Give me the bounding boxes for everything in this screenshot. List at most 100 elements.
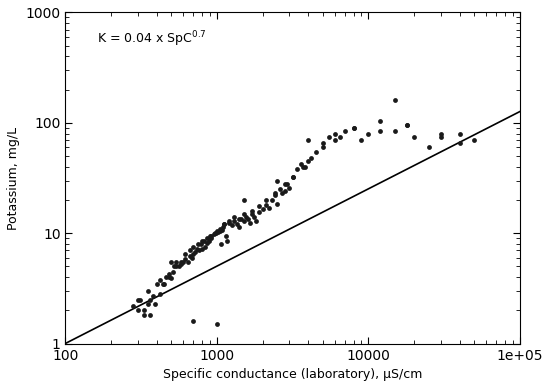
Point xyxy=(167,275,176,281)
Point xyxy=(255,209,263,215)
Point xyxy=(235,223,244,230)
Point xyxy=(248,208,256,214)
Text: K = 0.04 x SpC$^{0.7}$: K = 0.04 x SpC$^{0.7}$ xyxy=(97,29,206,48)
Point xyxy=(189,318,198,324)
Point xyxy=(280,188,289,194)
Point xyxy=(318,140,327,147)
Point xyxy=(273,177,282,184)
Point xyxy=(140,312,148,319)
Point xyxy=(265,205,273,211)
Point xyxy=(331,130,339,137)
Point xyxy=(222,238,231,244)
Point xyxy=(436,130,445,137)
Point xyxy=(267,197,276,203)
Point xyxy=(424,144,433,151)
Point xyxy=(270,192,279,199)
Point xyxy=(209,231,218,237)
Point xyxy=(289,174,298,180)
Point xyxy=(162,274,170,280)
Point xyxy=(276,186,284,192)
Point xyxy=(200,238,208,244)
Point xyxy=(194,241,202,247)
Point xyxy=(191,249,200,255)
Point xyxy=(144,288,152,294)
Point xyxy=(129,303,138,309)
Point xyxy=(470,137,478,143)
Point xyxy=(278,190,287,196)
Point xyxy=(293,166,302,172)
Point xyxy=(164,270,173,277)
Point xyxy=(261,202,270,208)
Point xyxy=(304,158,312,164)
Point xyxy=(219,223,228,230)
Point xyxy=(241,214,250,220)
Point xyxy=(172,263,181,270)
Point xyxy=(318,144,327,151)
Point xyxy=(204,238,213,244)
Point xyxy=(198,238,207,244)
Point xyxy=(156,277,164,283)
Point xyxy=(216,225,224,232)
Point xyxy=(239,197,248,203)
Point xyxy=(324,133,333,140)
Point xyxy=(455,130,464,137)
Point xyxy=(195,247,204,253)
Point xyxy=(174,263,183,270)
Point xyxy=(214,229,223,236)
Point xyxy=(164,274,173,280)
Point xyxy=(181,251,190,257)
Point xyxy=(220,222,229,228)
Point xyxy=(189,251,198,257)
Y-axis label: Potassium, mg/L: Potassium, mg/L xyxy=(7,126,20,230)
Point xyxy=(235,216,244,222)
Point xyxy=(192,246,201,252)
Point xyxy=(133,296,142,303)
Point xyxy=(331,137,339,143)
Point xyxy=(177,259,185,265)
Point xyxy=(183,259,192,265)
Point xyxy=(249,214,258,220)
Point xyxy=(340,128,349,134)
Point xyxy=(390,97,399,104)
Point xyxy=(283,181,292,187)
Point xyxy=(167,259,176,265)
Point xyxy=(376,118,385,124)
Point xyxy=(436,133,445,140)
Point xyxy=(181,256,190,262)
Point xyxy=(261,197,270,203)
Point xyxy=(179,259,188,265)
Point xyxy=(304,137,312,143)
Point xyxy=(349,125,358,131)
Point xyxy=(212,321,221,327)
X-axis label: Specific conductance (laboratory), μS/cm: Specific conductance (laboratory), μS/cm xyxy=(163,368,422,381)
Point xyxy=(172,259,181,265)
Point xyxy=(196,241,205,247)
Point xyxy=(273,201,282,207)
Point xyxy=(349,125,358,131)
Point xyxy=(168,268,177,275)
Point xyxy=(237,216,246,222)
Point xyxy=(224,218,233,224)
Point xyxy=(145,312,154,319)
Point xyxy=(218,227,227,233)
Point xyxy=(135,296,144,303)
Point xyxy=(244,216,252,222)
Point xyxy=(169,263,178,270)
Point xyxy=(144,301,152,307)
Point xyxy=(390,128,399,134)
Point xyxy=(202,240,211,246)
Point xyxy=(307,155,316,161)
Point xyxy=(156,291,164,297)
Point xyxy=(151,301,160,307)
Point xyxy=(248,211,256,217)
Point xyxy=(149,293,158,299)
Point xyxy=(297,161,306,168)
Point xyxy=(364,130,373,137)
Point xyxy=(232,222,241,228)
Point xyxy=(280,181,289,187)
Point xyxy=(403,122,411,128)
Point xyxy=(255,203,263,210)
Point xyxy=(251,218,260,224)
Point xyxy=(270,190,279,196)
Point xyxy=(202,235,211,241)
